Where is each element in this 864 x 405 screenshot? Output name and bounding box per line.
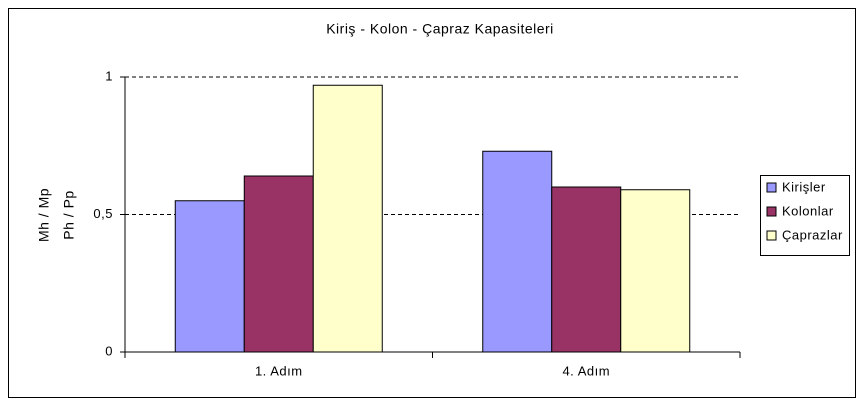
bar <box>482 150 553 353</box>
y-tick-label: 0,5 <box>93 206 113 221</box>
y-axis-label: Mh / Mp <box>36 188 52 242</box>
bar <box>620 189 691 353</box>
x-tick-label: 4. Adım <box>562 363 610 378</box>
bar <box>312 84 383 353</box>
legend-label: Kolonlar <box>782 203 834 218</box>
y-axis-label: Ph / Pp <box>61 190 77 239</box>
legend-swatch <box>766 182 777 193</box>
bar <box>174 200 245 353</box>
x-tick-label: 1. Adım <box>255 363 303 378</box>
legend-swatch <box>766 206 777 217</box>
bar <box>551 186 622 353</box>
bar <box>243 175 314 353</box>
legend-swatch <box>766 230 777 241</box>
legend-label: Kirişler <box>782 179 826 194</box>
chart-frame <box>8 8 856 398</box>
legend-label: Çaprazlar <box>782 227 843 242</box>
y-tick-label: 1 <box>105 68 113 83</box>
y-tick-label: 0 <box>105 343 113 358</box>
chart-title: Kiriş - Kolon - Çapraz Kapasiteleri <box>326 21 554 37</box>
